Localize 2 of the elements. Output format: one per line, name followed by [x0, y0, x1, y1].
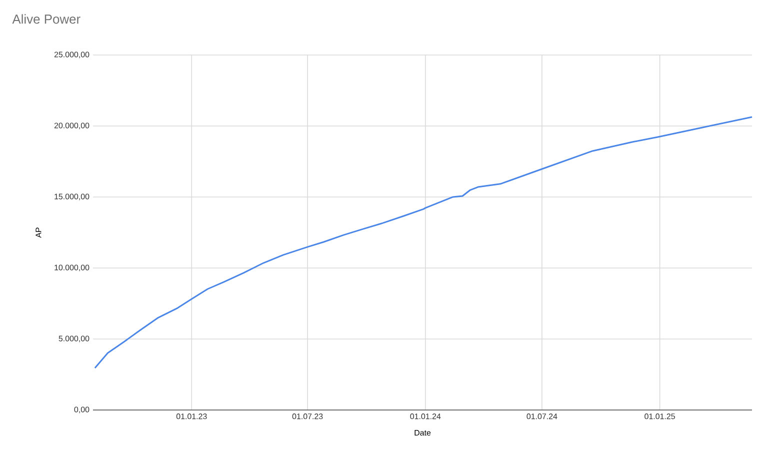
chart-title: Alive Power	[12, 14, 80, 24]
line-series	[94, 116, 753, 369]
